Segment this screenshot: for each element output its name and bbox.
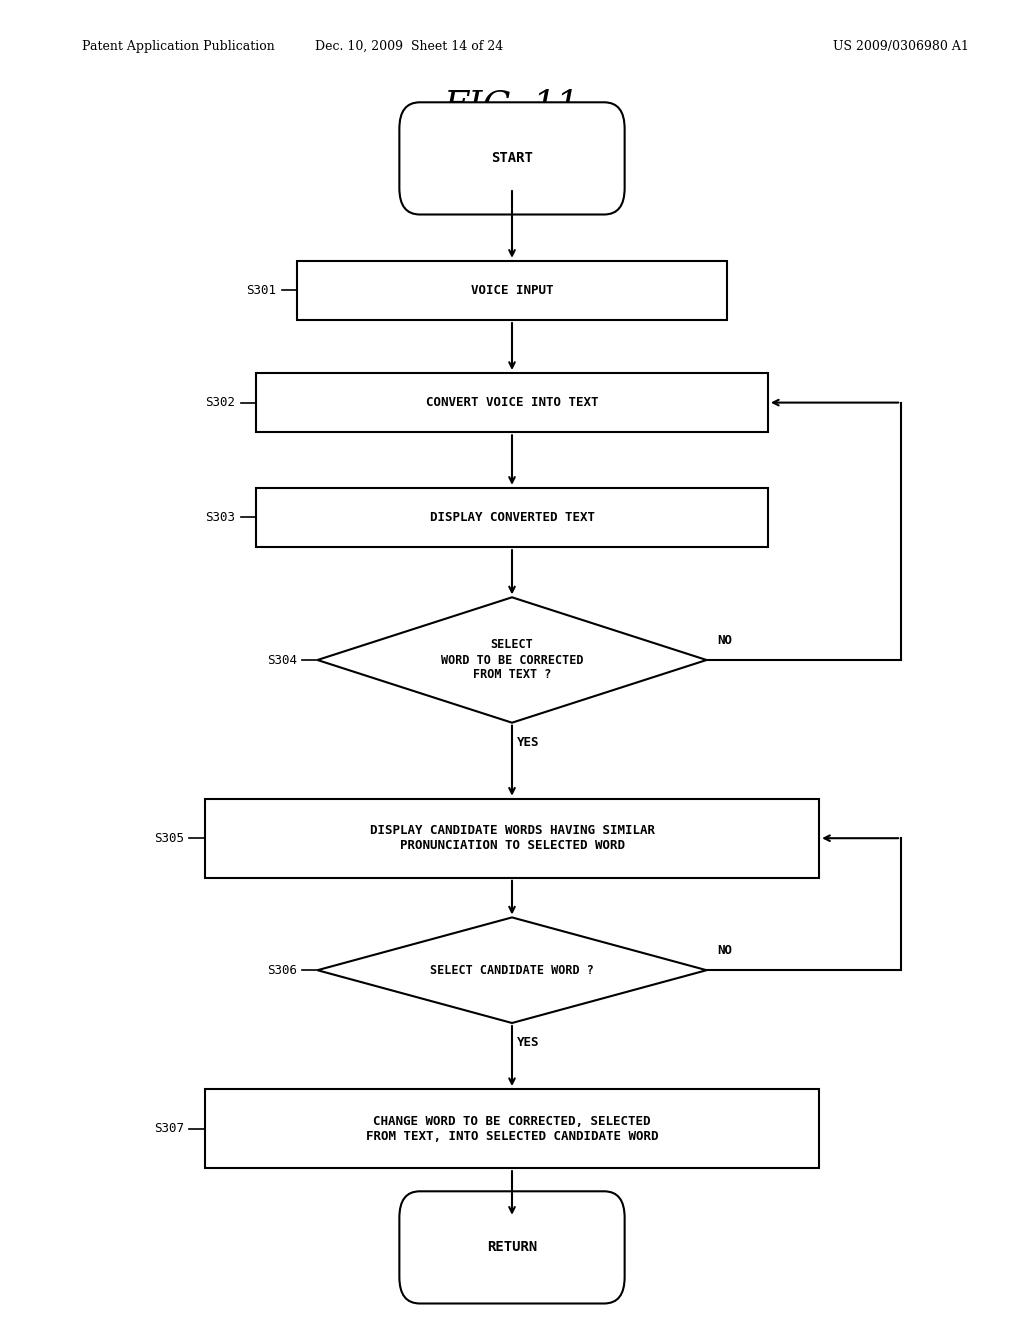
Text: US 2009/0306980 A1: US 2009/0306980 A1 bbox=[834, 40, 969, 53]
FancyBboxPatch shape bbox=[399, 1191, 625, 1304]
Text: S303: S303 bbox=[206, 511, 236, 524]
Text: S304: S304 bbox=[267, 653, 297, 667]
FancyBboxPatch shape bbox=[256, 487, 768, 546]
Text: SELECT CANDIDATE WORD ?: SELECT CANDIDATE WORD ? bbox=[430, 964, 594, 977]
Text: RETURN: RETURN bbox=[486, 1241, 538, 1254]
Polygon shape bbox=[317, 597, 707, 722]
FancyBboxPatch shape bbox=[297, 260, 727, 319]
Text: S306: S306 bbox=[267, 964, 297, 977]
Text: YES: YES bbox=[517, 737, 540, 748]
Text: Patent Application Publication: Patent Application Publication bbox=[82, 40, 274, 53]
Text: SELECT
WORD TO BE CORRECTED
FROM TEXT ?: SELECT WORD TO BE CORRECTED FROM TEXT ? bbox=[440, 639, 584, 681]
Text: CONVERT VOICE INTO TEXT: CONVERT VOICE INTO TEXT bbox=[426, 396, 598, 409]
Text: YES: YES bbox=[517, 1036, 540, 1049]
Text: DISPLAY CONVERTED TEXT: DISPLAY CONVERTED TEXT bbox=[429, 511, 595, 524]
Text: FIG. 11: FIG. 11 bbox=[444, 88, 580, 123]
Text: DISPLAY CANDIDATE WORDS HAVING SIMILAR
PRONUNCIATION TO SELECTED WORD: DISPLAY CANDIDATE WORDS HAVING SIMILAR P… bbox=[370, 824, 654, 853]
Text: S307: S307 bbox=[155, 1122, 184, 1135]
Text: S302: S302 bbox=[206, 396, 236, 409]
FancyBboxPatch shape bbox=[256, 372, 768, 433]
Text: S301: S301 bbox=[247, 284, 276, 297]
Text: Dec. 10, 2009  Sheet 14 of 24: Dec. 10, 2009 Sheet 14 of 24 bbox=[315, 40, 504, 53]
Polygon shape bbox=[317, 917, 707, 1023]
Text: NO: NO bbox=[717, 634, 732, 647]
Text: S305: S305 bbox=[155, 832, 184, 845]
FancyBboxPatch shape bbox=[399, 103, 625, 214]
Text: NO: NO bbox=[717, 944, 732, 957]
Text: START: START bbox=[492, 152, 532, 165]
FancyBboxPatch shape bbox=[205, 799, 819, 878]
Text: CHANGE WORD TO BE CORRECTED, SELECTED
FROM TEXT, INTO SELECTED CANDIDATE WORD: CHANGE WORD TO BE CORRECTED, SELECTED FR… bbox=[366, 1114, 658, 1143]
FancyBboxPatch shape bbox=[205, 1089, 819, 1168]
Text: VOICE INPUT: VOICE INPUT bbox=[471, 284, 553, 297]
